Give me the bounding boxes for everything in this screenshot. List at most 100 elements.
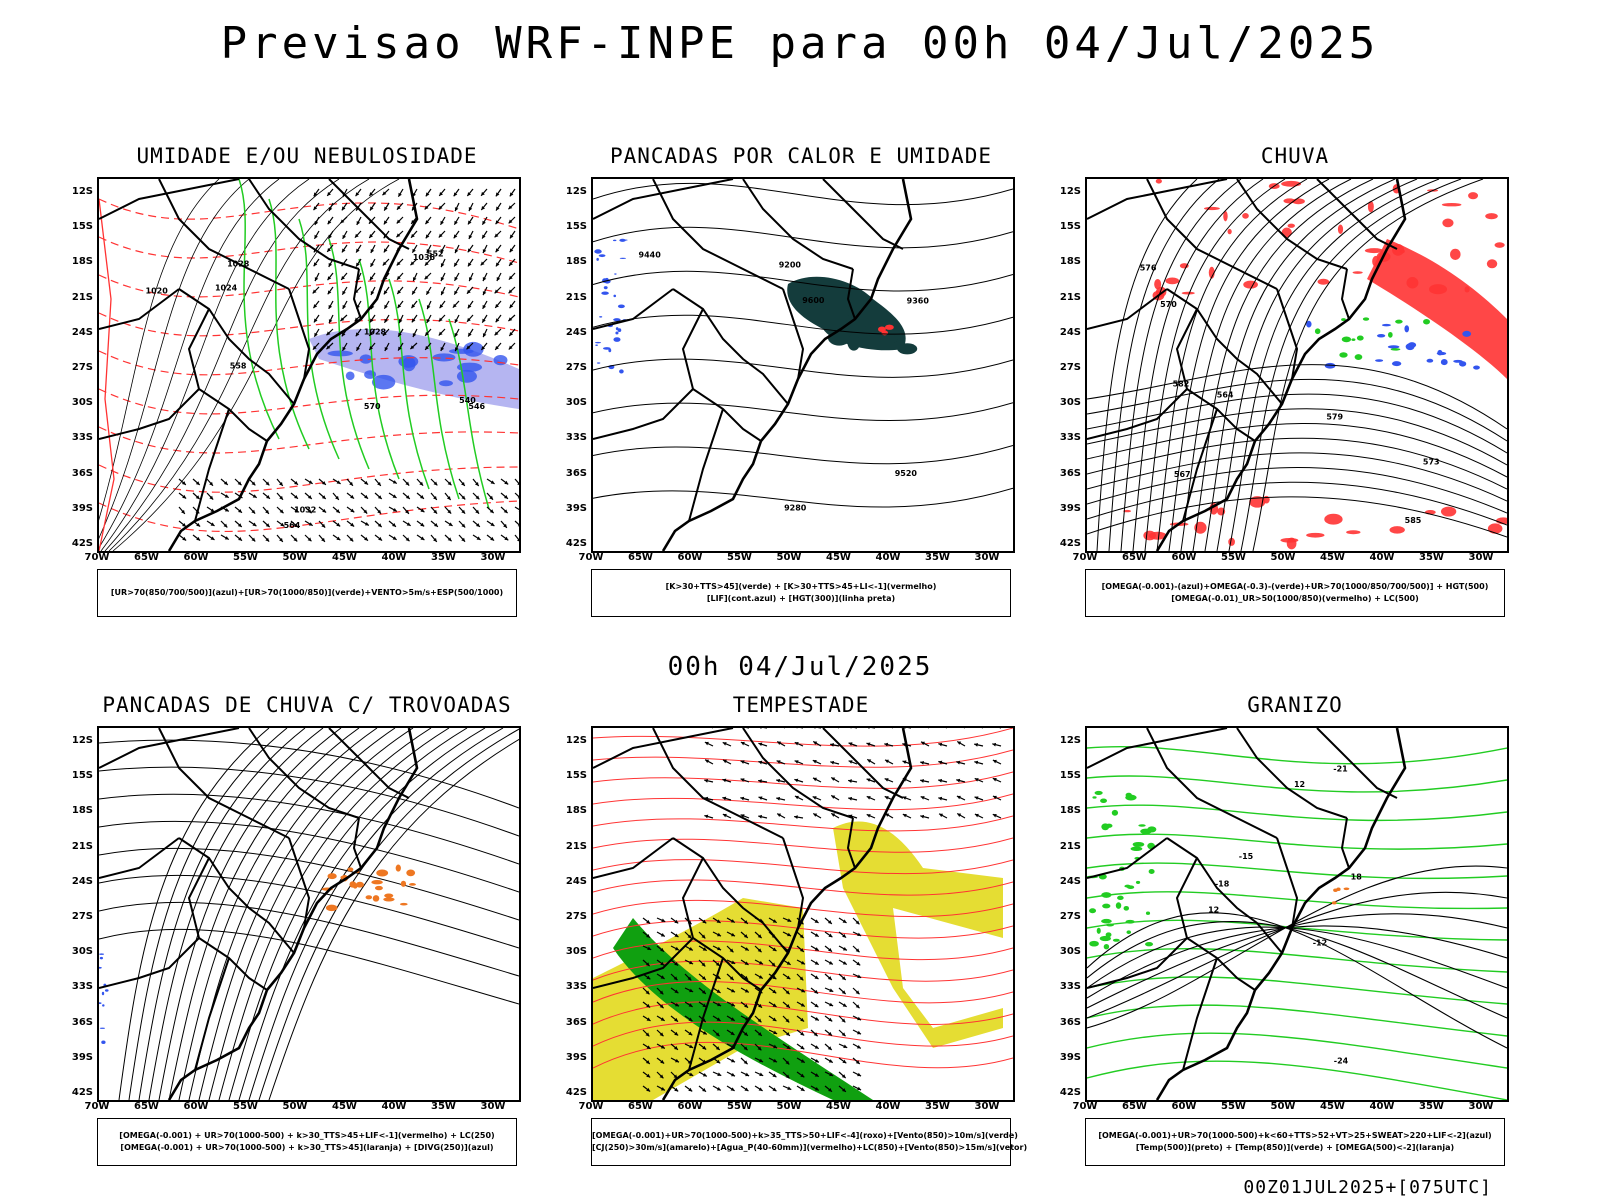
run-timestamp: 00Z01JUL2025+[075UTC] bbox=[1243, 1177, 1492, 1198]
latitude-tick: 42S bbox=[565, 1087, 587, 1098]
legend-line: [UR>70(850/700/500)](azul)+[UR>70(1000/8… bbox=[110, 588, 504, 597]
panel-title: GRANIZO bbox=[1247, 693, 1343, 717]
latitude-tick: 24S bbox=[71, 875, 93, 887]
latitude-tick: 33S bbox=[565, 981, 587, 993]
longitude-tick: 30W bbox=[974, 1101, 1000, 1112]
longitude-tick: 35W bbox=[1419, 552, 1444, 563]
valid-time-label: 00h 04/Jul/2025 bbox=[667, 652, 933, 682]
map-graphic bbox=[593, 728, 1013, 1100]
latitude-tick: 24S bbox=[565, 875, 587, 887]
latitude-tick: 12S bbox=[1059, 735, 1081, 746]
longitude-tick: 60W bbox=[677, 1101, 703, 1112]
longitude-tick: 55W bbox=[233, 552, 258, 563]
latitude-tick: 39S bbox=[1059, 1051, 1081, 1063]
contour-label: 9200 bbox=[779, 260, 802, 269]
panel-legend: [OMEGA(-0.001)+UR>70(1000-500)+k>35_TTS>… bbox=[591, 1118, 1028, 1166]
panel-legend: [UR>70(850/700/500)](azul)+[UR>70(1000/8… bbox=[97, 569, 517, 617]
panel-legend: [K>30+TTS>45](verde) + [K>30+TTS>45+LI<-… bbox=[591, 569, 1011, 617]
latitude-tick: 42S bbox=[71, 1087, 93, 1098]
longitude-tick: 65W bbox=[628, 1101, 653, 1112]
latitude-tick: 36S bbox=[565, 1016, 587, 1028]
contour-label: -18 bbox=[1215, 880, 1230, 889]
latitude-tick: 30S bbox=[565, 946, 587, 958]
latitude-tick: 42S bbox=[565, 538, 587, 549]
longitude-tick: 60W bbox=[1171, 552, 1197, 563]
contour-label: 546 bbox=[468, 402, 485, 411]
map-panel bbox=[97, 726, 521, 1102]
contour-label: 12 bbox=[1208, 905, 1219, 914]
longitude-tick: 40W bbox=[875, 552, 901, 563]
contour-label: -15 bbox=[1239, 852, 1254, 861]
longitude-tick: 45W bbox=[1320, 1101, 1345, 1112]
latitude-tick: 33S bbox=[1059, 981, 1081, 993]
contour-label: 9600 bbox=[802, 296, 825, 305]
longitude-tick: 30W bbox=[1468, 552, 1494, 563]
contour-label: 564 bbox=[284, 521, 301, 530]
latitude-tick: 39S bbox=[1059, 502, 1081, 514]
latitude-tick: 27S bbox=[565, 362, 587, 373]
legend-line: [K>30+TTS>45](verde) + [K>30+TTS>45+LI<-… bbox=[665, 582, 937, 591]
contour-label: 1032 bbox=[294, 506, 316, 515]
legend-line: [CJ(250)>30m/s](amarelo)+[Agua_P(40-60mm… bbox=[592, 1143, 1028, 1152]
panel-legend: [OMEGA(-0.001)-(azul)+OMEGA(-0.3)-(verde… bbox=[1085, 569, 1505, 617]
contour-label: 573 bbox=[1423, 458, 1440, 467]
legend-line: [OMEGA(-0.001) + UR>70(1000-500) + k>30_… bbox=[120, 1143, 494, 1152]
longitude-tick: 50W bbox=[282, 1101, 308, 1112]
longitude-tick: 45W bbox=[826, 552, 851, 563]
latitude-tick: 18S bbox=[565, 256, 587, 268]
legend-line: [OMEGA(-0.001)+UR>70(1000-500)+k>35_TTS>… bbox=[592, 1131, 1018, 1140]
longitude-tick: 50W bbox=[282, 552, 308, 563]
map-panel: 9600 9520 9440 9360 9280 9200 bbox=[591, 177, 1015, 553]
map-panel: 12 -12 -15 -18 -21 -24 12 18 bbox=[1085, 726, 1509, 1102]
longitude-tick: 70W bbox=[84, 1101, 110, 1112]
latitude-tick: 27S bbox=[71, 362, 93, 373]
latitude-tick: 27S bbox=[1059, 362, 1081, 373]
legend-line: [Temp(500)](preto) + [Temp(850)](verde) … bbox=[1135, 1143, 1455, 1152]
latitude-tick: 15S bbox=[565, 770, 587, 782]
longitude-tick: 70W bbox=[578, 552, 604, 563]
latitude-tick: 18S bbox=[1059, 805, 1081, 817]
longitude-tick: 40W bbox=[1369, 1101, 1395, 1112]
latitude-tick: 12S bbox=[565, 186, 587, 197]
map-graphic: 12 -12 -15 -18 -21 -24 12 18 bbox=[1087, 728, 1507, 1100]
contour-label: -24 bbox=[1334, 1056, 1349, 1065]
longitude-tick: 35W bbox=[1419, 1101, 1444, 1112]
latitude-tick: 27S bbox=[71, 911, 93, 922]
map-graphic bbox=[99, 728, 519, 1100]
latitude-tick: 24S bbox=[1059, 875, 1081, 887]
longitude-tick: 70W bbox=[84, 552, 110, 563]
contour-label: 576 bbox=[1140, 263, 1157, 272]
panel-title: UMIDADE E/OU NEBULOSIDADE bbox=[136, 144, 478, 168]
contour-label: 1024 bbox=[215, 283, 238, 292]
contour-label: 558 bbox=[230, 362, 247, 371]
latitude-tick: 12S bbox=[1059, 186, 1081, 197]
legend-line: [OMEGA(-0.001)-(azul)+OMEGA(-0.3)-(verde… bbox=[1101, 582, 1489, 591]
latitude-tick: 39S bbox=[565, 1051, 587, 1063]
panel-title: CHUVA bbox=[1260, 144, 1330, 168]
longitude-tick: 65W bbox=[628, 552, 653, 563]
contour-label: 1028 bbox=[227, 260, 250, 269]
contour-label: -21 bbox=[1333, 765, 1348, 774]
latitude-tick: 30S bbox=[71, 397, 93, 409]
contour-label: 552 bbox=[427, 250, 444, 259]
latitude-tick: 27S bbox=[565, 911, 587, 922]
page-title: Previsao WRF-INPE para 00h 04/Jul/2025 bbox=[220, 18, 1380, 69]
longitude-tick: 30W bbox=[1468, 1101, 1494, 1112]
contour-label: 567 bbox=[1174, 470, 1191, 479]
longitude-tick: 35W bbox=[431, 1101, 456, 1112]
longitude-tick: 30W bbox=[480, 552, 506, 563]
contour-label: -12 bbox=[1313, 938, 1327, 947]
latitude-tick: 21S bbox=[1059, 840, 1081, 852]
latitude-tick: 27S bbox=[1059, 911, 1081, 922]
panel-title: PANCADAS POR CALOR E UMIDADE bbox=[609, 144, 992, 168]
latitude-tick: 24S bbox=[565, 326, 587, 338]
legend-line: [LIF](cont.azul) + [HGT(300)](linha pret… bbox=[706, 594, 896, 603]
longitude-tick: 60W bbox=[183, 552, 209, 563]
contour-label: 1036 bbox=[413, 253, 436, 262]
legend-line: [OMEGA(-0.001) + UR>70(1000-500) + k>30_… bbox=[119, 1131, 495, 1140]
latitude-tick: 21S bbox=[565, 840, 587, 852]
latitude-tick: 18S bbox=[565, 805, 587, 817]
latitude-tick: 12S bbox=[71, 186, 93, 197]
longitude-tick: 60W bbox=[677, 552, 703, 563]
